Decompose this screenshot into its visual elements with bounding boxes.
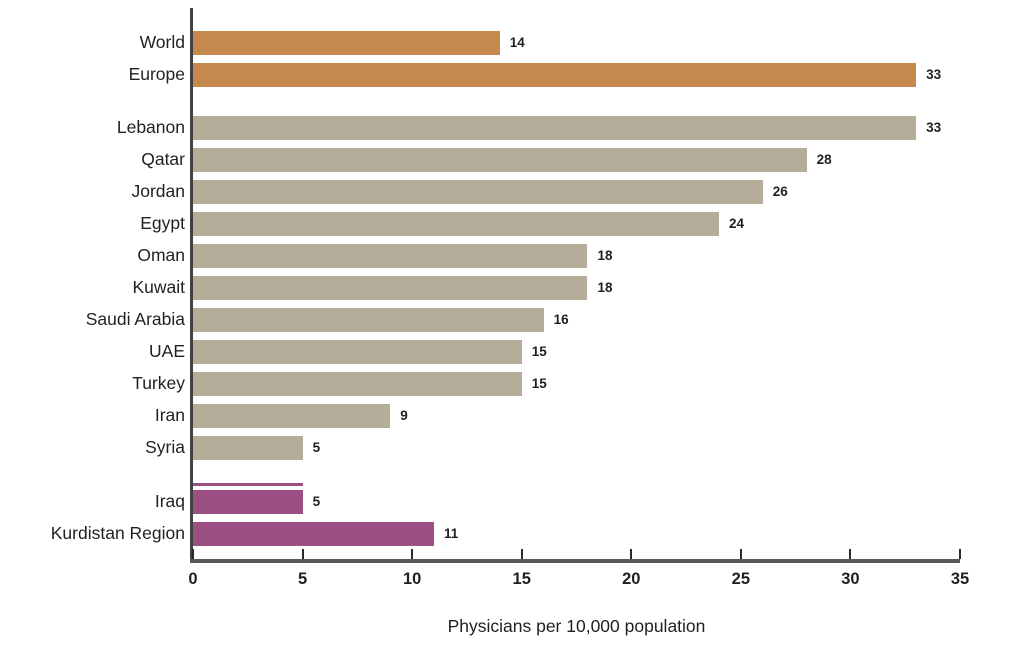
bar-row-egypt: Egypt 24 <box>0 208 1015 240</box>
category-label: Lebanon <box>116 117 185 138</box>
bar-turkey <box>193 372 522 396</box>
tick-mark <box>630 549 633 559</box>
bar-row-world: World 14 <box>0 27 1015 59</box>
bar-row-lebanon: Lebanon 33 <box>0 112 1015 144</box>
bar-row-jordan: Jordan 26 <box>0 176 1015 208</box>
category-label: UAE <box>149 341 185 362</box>
category-label: Jordan <box>131 181 185 202</box>
category-label: Syria <box>145 437 185 458</box>
bar-oman <box>193 244 588 268</box>
tick-label: 10 <box>402 570 422 588</box>
category-label: Saudi Arabia <box>85 309 185 330</box>
category-label: Europe <box>128 64 185 85</box>
tick-mark <box>520 549 523 559</box>
value-label: 16 <box>553 312 569 328</box>
tick-label: 30 <box>841 570 860 588</box>
value-label: 11 <box>444 526 459 542</box>
bar-qatar <box>193 148 807 172</box>
bar-europe <box>193 63 917 87</box>
bar-row-uae: UAE 15 <box>0 336 1015 368</box>
bar-row-saudi-arabia: Saudi Arabia 16 <box>0 304 1015 336</box>
category-label: Oman <box>137 245 185 266</box>
bar-rows: World 14 Europe 33 Lebanon 33 Qatar <box>0 27 1015 550</box>
plot-cell: 14 <box>193 27 960 59</box>
plot-cell: 9 <box>193 400 960 432</box>
category-label: Iraq <box>154 491 185 512</box>
value-label: 18 <box>597 280 613 296</box>
plot-cell: 5 <box>193 432 960 464</box>
plot-cell: 26 <box>193 176 960 208</box>
bar-row-turkey: Turkey 15 <box>0 368 1015 400</box>
tick-mark <box>739 549 742 559</box>
plot-cell: 33 <box>193 112 960 144</box>
value-label: 5 <box>312 494 321 510</box>
bar-kurdistan-region <box>193 522 435 546</box>
value-label: 5 <box>312 440 321 456</box>
plot-cell: 15 <box>193 336 960 368</box>
bar-world <box>193 31 500 55</box>
bar-row-syria: Syria 5 <box>0 432 1015 464</box>
plot-cell: 18 <box>193 272 960 304</box>
category-label: Kurdistan Region <box>50 523 185 544</box>
category-label: Egypt <box>140 213 185 234</box>
x-axis-line <box>190 559 960 563</box>
value-label: 33 <box>926 120 942 136</box>
bar-row-oman: Oman 18 <box>0 240 1015 272</box>
plot-cell: 33 <box>193 59 960 91</box>
bar-row-europe: Europe 33 <box>0 59 1015 91</box>
value-label: 28 <box>816 152 832 168</box>
x-axis-title: Physicians per 10,000 population <box>447 616 706 636</box>
plot-cell: 16 <box>193 304 960 336</box>
bar-row-kurdistan-region: Kurdistan Region 11 <box>0 518 1015 550</box>
tick-mark <box>411 549 414 559</box>
bar-row-iraq: Iraq 5 <box>0 483 1015 518</box>
plot-cell: 28 <box>193 144 960 176</box>
category-label: World <box>139 32 185 53</box>
bar-egypt <box>193 212 719 236</box>
y-axis-line <box>190 8 193 563</box>
bar-jordan <box>193 180 763 204</box>
value-label: 14 <box>509 35 525 51</box>
value-label: 18 <box>597 248 613 264</box>
bar-kuwait <box>193 276 588 300</box>
iraq-bar-top-stripe <box>193 483 303 486</box>
value-label: 33 <box>926 67 942 83</box>
bar-iraq <box>193 490 303 514</box>
bar-row-qatar: Qatar 28 <box>0 144 1015 176</box>
tick-label: 5 <box>297 570 308 588</box>
bar-lebanon <box>193 116 917 140</box>
value-label: 15 <box>531 344 547 360</box>
tick-label: 20 <box>622 570 641 588</box>
bar-iran <box>193 404 391 428</box>
bar-row-kuwait: Kuwait 18 <box>0 272 1015 304</box>
bar-syria <box>193 436 303 460</box>
tick-mark <box>959 549 961 559</box>
plot-cell: 15 <box>193 368 960 400</box>
value-label: 24 <box>728 216 744 232</box>
plot-cell: 18 <box>193 240 960 272</box>
tick-label: 25 <box>731 570 751 588</box>
plot-cell: 5 <box>193 483 960 518</box>
value-label: 15 <box>531 376 547 392</box>
value-label: 26 <box>772 184 788 200</box>
plot-cell: 24 <box>193 208 960 240</box>
tick-mark <box>301 549 304 559</box>
category-label: Qatar <box>141 149 185 170</box>
bar-row-iran: Iran 9 <box>0 400 1015 432</box>
bar-uae <box>193 340 522 364</box>
plot-cell: 11 <box>193 518 960 550</box>
value-label: 9 <box>400 408 408 424</box>
category-label: Turkey <box>132 373 185 394</box>
bar-saudi-arabia <box>193 308 544 332</box>
tick-label: 0 <box>188 570 198 588</box>
category-label: Kuwait <box>132 277 185 298</box>
category-label: Iran <box>154 405 185 426</box>
tick-label: 35 <box>950 570 970 588</box>
tick-label: 15 <box>512 570 531 588</box>
tick-mark <box>849 549 852 559</box>
